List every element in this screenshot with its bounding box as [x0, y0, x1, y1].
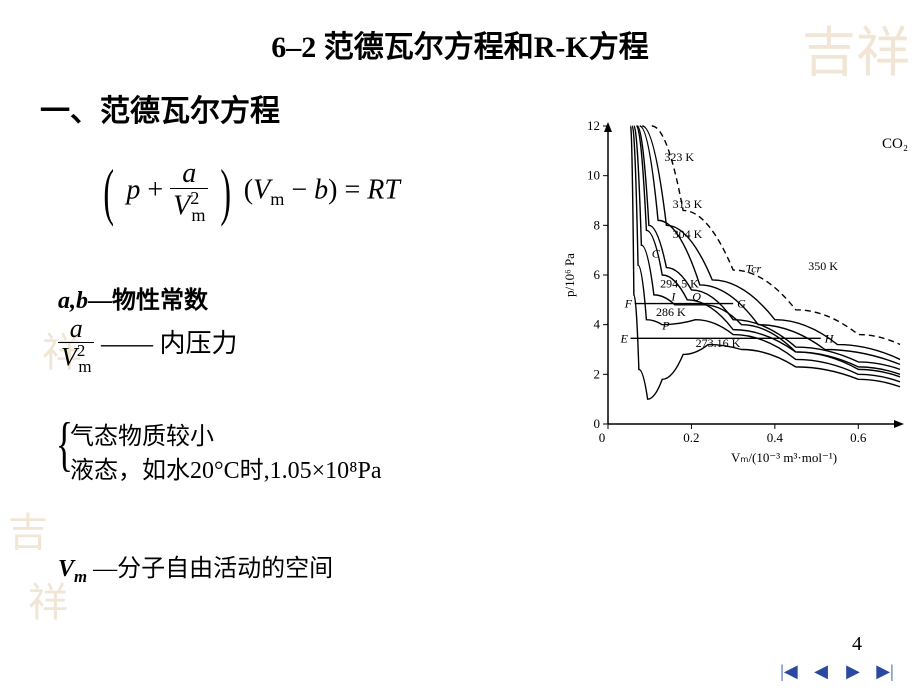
svg-text:0.2: 0.2 [683, 430, 699, 445]
svg-text:4: 4 [594, 317, 601, 332]
svg-text:304 K: 304 K [673, 227, 703, 241]
svg-text:0: 0 [599, 430, 606, 445]
svg-text:Vₘ/(10⁻³ m³·mol⁻¹): Vₘ/(10⁻³ m³·mol⁻¹) [731, 450, 837, 465]
nav-bar: |◀ ◀ ▶ ▶| [778, 662, 896, 680]
pv-isotherm-chart: 0 2 4 6 8 10 12 0.2 0.4 0.6 0 p/10⁶ Pa Vₘ/(10⁻³ m³·m… [560, 116, 912, 476]
ab-constants-line: a,b—物性常数 [58, 280, 208, 315]
paren-left-2: ( [244, 174, 253, 205]
nav-last-button[interactable]: ▶| [874, 662, 896, 680]
svg-text:10: 10 [587, 168, 600, 183]
eq-fraction: a V2m [170, 160, 208, 224]
svg-text:294.5 K: 294.5 K [660, 276, 699, 290]
svg-text:313 K: 313 K [673, 197, 703, 211]
brace-icon: { [56, 414, 73, 474]
nav-prev-button[interactable]: ◀ [810, 662, 832, 680]
slide-title: 6–2 范德瓦尔方程和R-K方程 [0, 0, 920, 66]
svg-text:2: 2 [594, 366, 601, 381]
paren-right-2: ) [328, 174, 337, 205]
internal-pressure-line: a V2m —— 内压力 [58, 316, 238, 376]
svg-text:0.4: 0.4 [767, 430, 784, 445]
svg-text:0: 0 [594, 416, 601, 431]
chart-svg: 0 2 4 6 8 10 12 0.2 0.4 0.6 0 p/10⁶ Pa Vₘ/(10⁻³ m³·m… [560, 116, 912, 476]
eq-plus: + [147, 174, 163, 205]
vdw-equation: ( p + a V2m ) (Vm − b) = RT [98, 160, 400, 224]
svg-text:Tcr: Tcr [746, 262, 762, 276]
watermark-l2: 吉 [8, 500, 48, 558]
eq-eq: = [345, 174, 361, 205]
paren-left: ( [103, 160, 114, 224]
brace-row-gas: 气态物质较小 [70, 420, 382, 454]
brace-block: { 气态物质较小 液态，如水20°C时,1.05×10⁸Pa [70, 420, 382, 488]
svg-text:0.6: 0.6 [850, 430, 867, 445]
svg-text:p/10⁶ Pa: p/10⁶ Pa [562, 253, 577, 297]
svg-text:350 K: 350 K [808, 259, 838, 273]
svg-text:I: I [670, 290, 676, 304]
eq-frac-num: a [170, 160, 208, 189]
internal-pressure-fraction: a V2m [58, 316, 94, 376]
brace-row-liquid: 液态，如水20°C时,1.05×10⁸Pa [70, 454, 382, 488]
eq-rt: RT [367, 174, 400, 205]
svg-text:6: 6 [594, 267, 601, 282]
svg-text:C: C [652, 247, 661, 261]
svg-text:Q: Q [692, 290, 701, 304]
svg-text:12: 12 [587, 118, 600, 133]
svg-text:G: G [737, 297, 746, 311]
svg-text:286 K: 286 K [656, 305, 686, 319]
eq-p: p [126, 174, 140, 205]
eq-b: b [314, 174, 328, 205]
eq-minus: − [291, 174, 307, 205]
eq-frac-den: V2m [170, 189, 208, 224]
paren-right: ) [221, 160, 232, 224]
svg-text:E: E [620, 331, 629, 345]
vm-free-space-line: Vm —分子自由活动的空间 [58, 548, 333, 587]
svg-text:H: H [824, 331, 835, 345]
nav-next-button[interactable]: ▶ [842, 662, 864, 680]
nav-first-button[interactable]: |◀ [778, 662, 800, 680]
svg-text:P: P [661, 319, 670, 333]
page-number: 4 [852, 633, 862, 656]
svg-text:323 K: 323 K [664, 150, 694, 164]
svg-text:F: F [624, 297, 633, 311]
svg-text:8: 8 [594, 217, 601, 232]
svg-text:CO₂: CO₂ [882, 136, 908, 152]
eq-vm: V [253, 174, 270, 205]
